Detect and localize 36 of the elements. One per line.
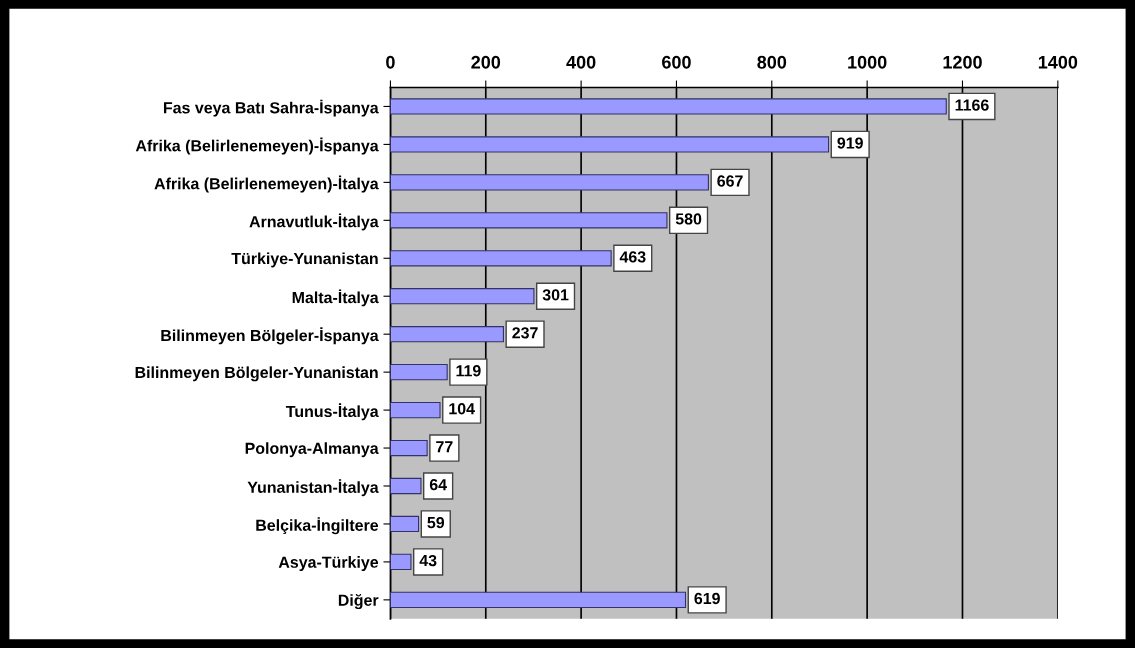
data-label: 59 — [427, 516, 445, 529]
y-tick-label: Malta-İtalya — [292, 289, 379, 307]
data-label: 301 — [542, 289, 569, 301]
data-label: 104 — [449, 403, 475, 415]
y-tick-label: Polonya-Almanya — [245, 442, 379, 458]
x-tick-label: 600 — [662, 55, 691, 69]
y-tick-label: Afrika (Belirlenemeyen)-İtalya — [154, 175, 379, 193]
data-label: 580 — [675, 213, 702, 225]
y-tick-label: Yunanistan-İtalya — [247, 479, 379, 497]
data-label: 463 — [619, 251, 646, 263]
y-tick-label: Diğer — [338, 593, 379, 610]
x-tick-label: 1000 — [848, 55, 887, 69]
y-tick-label: Tunus-İtalya — [285, 403, 379, 421]
y-tick-label: Bilinmeyen Bölgeler-İspanya — [161, 327, 379, 345]
x-tick-label: 0 — [386, 55, 395, 69]
data-label: 667 — [717, 175, 743, 187]
x-tick-label: 1200 — [943, 55, 982, 69]
y-tick-label: Türkiye-Yunanistan — [231, 252, 378, 268]
x-tick-label: 400 — [566, 55, 596, 69]
y-tick-label: Arnavutluk-İtalya — [249, 213, 379, 231]
data-label: 77 — [436, 441, 453, 453]
data-label: 119 — [456, 365, 481, 377]
data-label: 64 — [429, 478, 447, 491]
data-label: 619 — [694, 592, 720, 605]
y-tick-label: Bilinmeyen Bölgeler-Yunanistan — [135, 366, 378, 382]
x-tick-label: 1400 — [1038, 55, 1078, 69]
data-label: 1166 — [955, 99, 989, 111]
y-tick-label: Asya-Türkiye — [278, 556, 379, 572]
data-label: 43 — [419, 554, 437, 567]
y-tick-label: Belçika-İngiltere — [256, 517, 379, 535]
x-tick-label: 800 — [757, 55, 787, 69]
data-label: 237 — [512, 327, 538, 339]
data-label: 919 — [837, 137, 863, 149]
x-tick-label: 200 — [471, 55, 501, 69]
y-tick-label: Afrika (Belirlenemeyen)-İspanya — [135, 137, 379, 155]
y-tick-label: Fas veya Batı Sahra-İspanya — [163, 99, 379, 117]
